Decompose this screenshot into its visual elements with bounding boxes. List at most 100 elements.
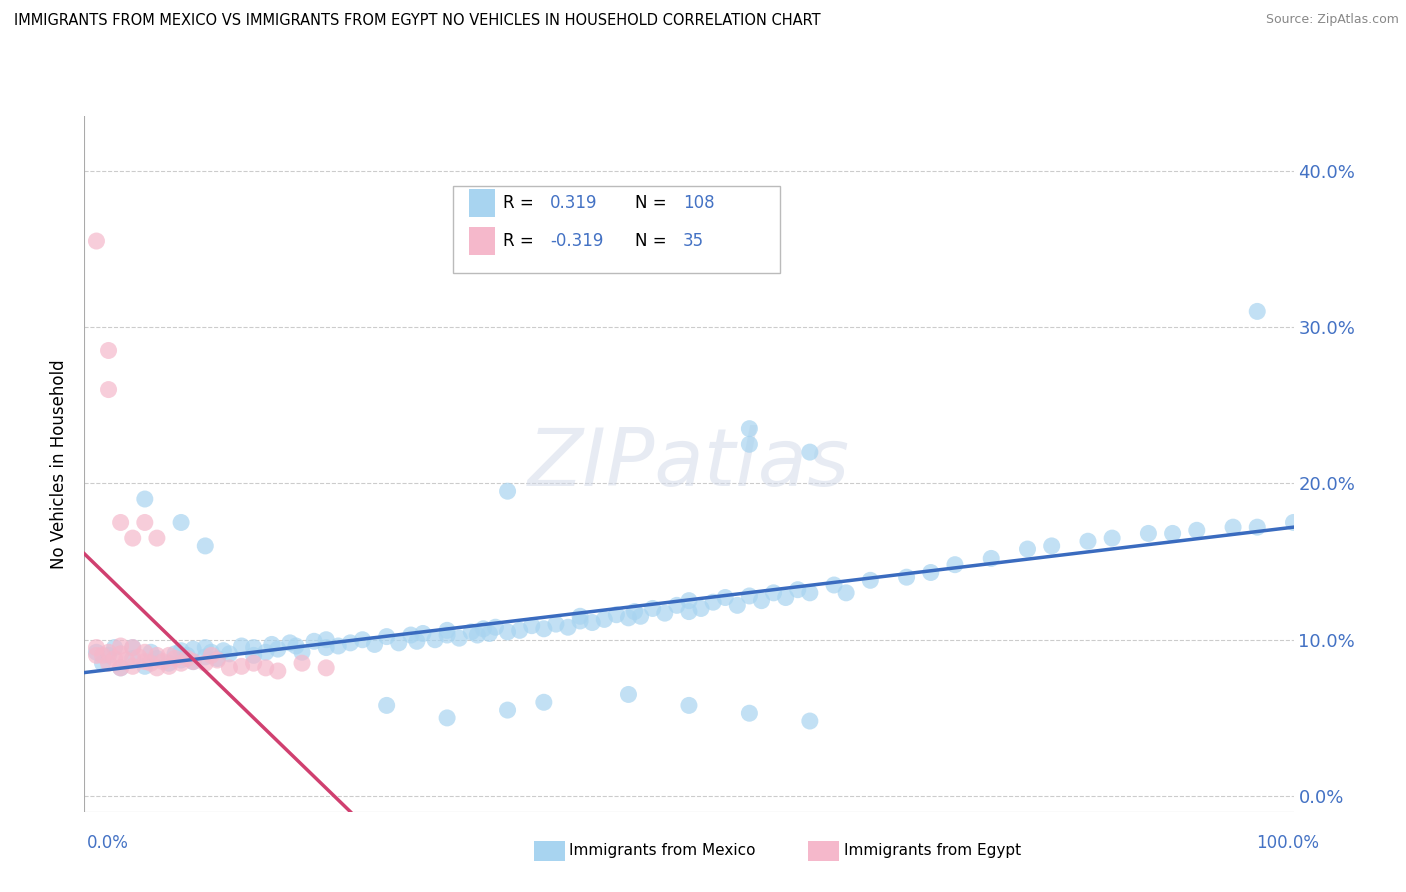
Point (496, 484, 519, 499)
Point (339, 636, 361, 650)
Point (1282, 516, 1305, 530)
Point (194, 649, 217, 664)
Point (176, 651, 198, 665)
Point (115, 653, 138, 667)
FancyBboxPatch shape (453, 186, 780, 273)
Point (406, 634, 429, 648)
Point (533, 622, 555, 636)
Point (375, 698, 398, 713)
Text: 0.0%: 0.0% (87, 834, 129, 852)
Point (165, 651, 187, 665)
Y-axis label: No Vehicles in Household: No Vehicles in Household (51, 359, 69, 569)
Point (714, 591, 737, 605)
Point (896, 570, 918, 584)
Point (484, 620, 506, 634)
Point (170, 656, 193, 670)
Point (212, 643, 235, 657)
Point (799, 714, 821, 728)
Point (786, 582, 808, 597)
Text: 100.0%: 100.0% (1256, 834, 1319, 852)
Point (654, 606, 676, 620)
Point (399, 628, 422, 642)
Point (121, 651, 143, 665)
Point (110, 661, 132, 675)
Point (509, 624, 531, 638)
Point (352, 632, 374, 647)
Point (302, 634, 325, 648)
Point (242, 648, 264, 663)
Point (605, 607, 627, 622)
Point (557, 620, 579, 634)
Point (1222, 520, 1244, 534)
Point (97, 648, 120, 663)
Point (121, 531, 143, 545)
Point (260, 637, 283, 651)
Point (110, 639, 132, 653)
Point (738, 422, 761, 436)
Point (762, 586, 785, 600)
Text: 35: 35 (683, 232, 704, 250)
Point (617, 688, 640, 702)
Point (315, 640, 337, 655)
Point (170, 516, 193, 530)
Point (630, 609, 652, 624)
Point (181, 655, 204, 669)
Point (835, 586, 858, 600)
Point (134, 655, 156, 669)
Point (859, 574, 882, 588)
Point (751, 593, 773, 607)
Point (738, 706, 761, 721)
Point (86, 640, 108, 655)
Text: Source: ZipAtlas.com: Source: ZipAtlas.com (1265, 13, 1399, 27)
Point (467, 628, 489, 642)
Point (152, 655, 174, 669)
Point (363, 637, 385, 651)
Point (194, 640, 217, 655)
Point (569, 614, 592, 628)
Point (678, 605, 700, 619)
Text: R =: R = (503, 232, 533, 250)
Point (121, 640, 143, 655)
Point (496, 624, 519, 639)
Bar (468, 227, 495, 254)
Point (207, 653, 229, 667)
Point (181, 655, 204, 669)
Point (242, 640, 264, 655)
Point (139, 645, 162, 659)
Point (496, 703, 519, 717)
Point (231, 659, 253, 673)
Point (412, 626, 434, 640)
Point (423, 632, 446, 647)
Point (194, 656, 217, 670)
Point (207, 651, 229, 665)
Text: N =: N = (634, 232, 666, 250)
Point (593, 612, 616, 626)
Point (200, 645, 222, 659)
Point (146, 651, 169, 665)
Point (218, 661, 240, 675)
Point (623, 605, 645, 619)
Point (146, 661, 169, 675)
Point (218, 647, 240, 661)
Point (104, 640, 127, 655)
Point (1137, 526, 1160, 541)
Point (315, 632, 337, 647)
Text: 108: 108 (683, 194, 714, 212)
Point (1246, 520, 1268, 534)
Point (97, 343, 120, 358)
Point (1246, 304, 1268, 318)
Point (581, 615, 603, 630)
Point (200, 648, 222, 663)
Text: IMMIGRANTS FROM MEXICO VS IMMIGRANTS FROM EGYPT NO VEHICLES IN HOUSEHOLD CORRELA: IMMIGRANTS FROM MEXICO VS IMMIGRANTS FRO… (14, 13, 821, 29)
Point (823, 578, 845, 592)
Point (91, 656, 114, 670)
Point (775, 591, 797, 605)
Point (702, 595, 724, 609)
Point (472, 622, 495, 636)
Point (520, 618, 543, 632)
Point (134, 659, 156, 673)
Point (641, 601, 664, 615)
Text: R =: R = (503, 194, 533, 212)
Point (544, 617, 567, 632)
Point (799, 586, 821, 600)
